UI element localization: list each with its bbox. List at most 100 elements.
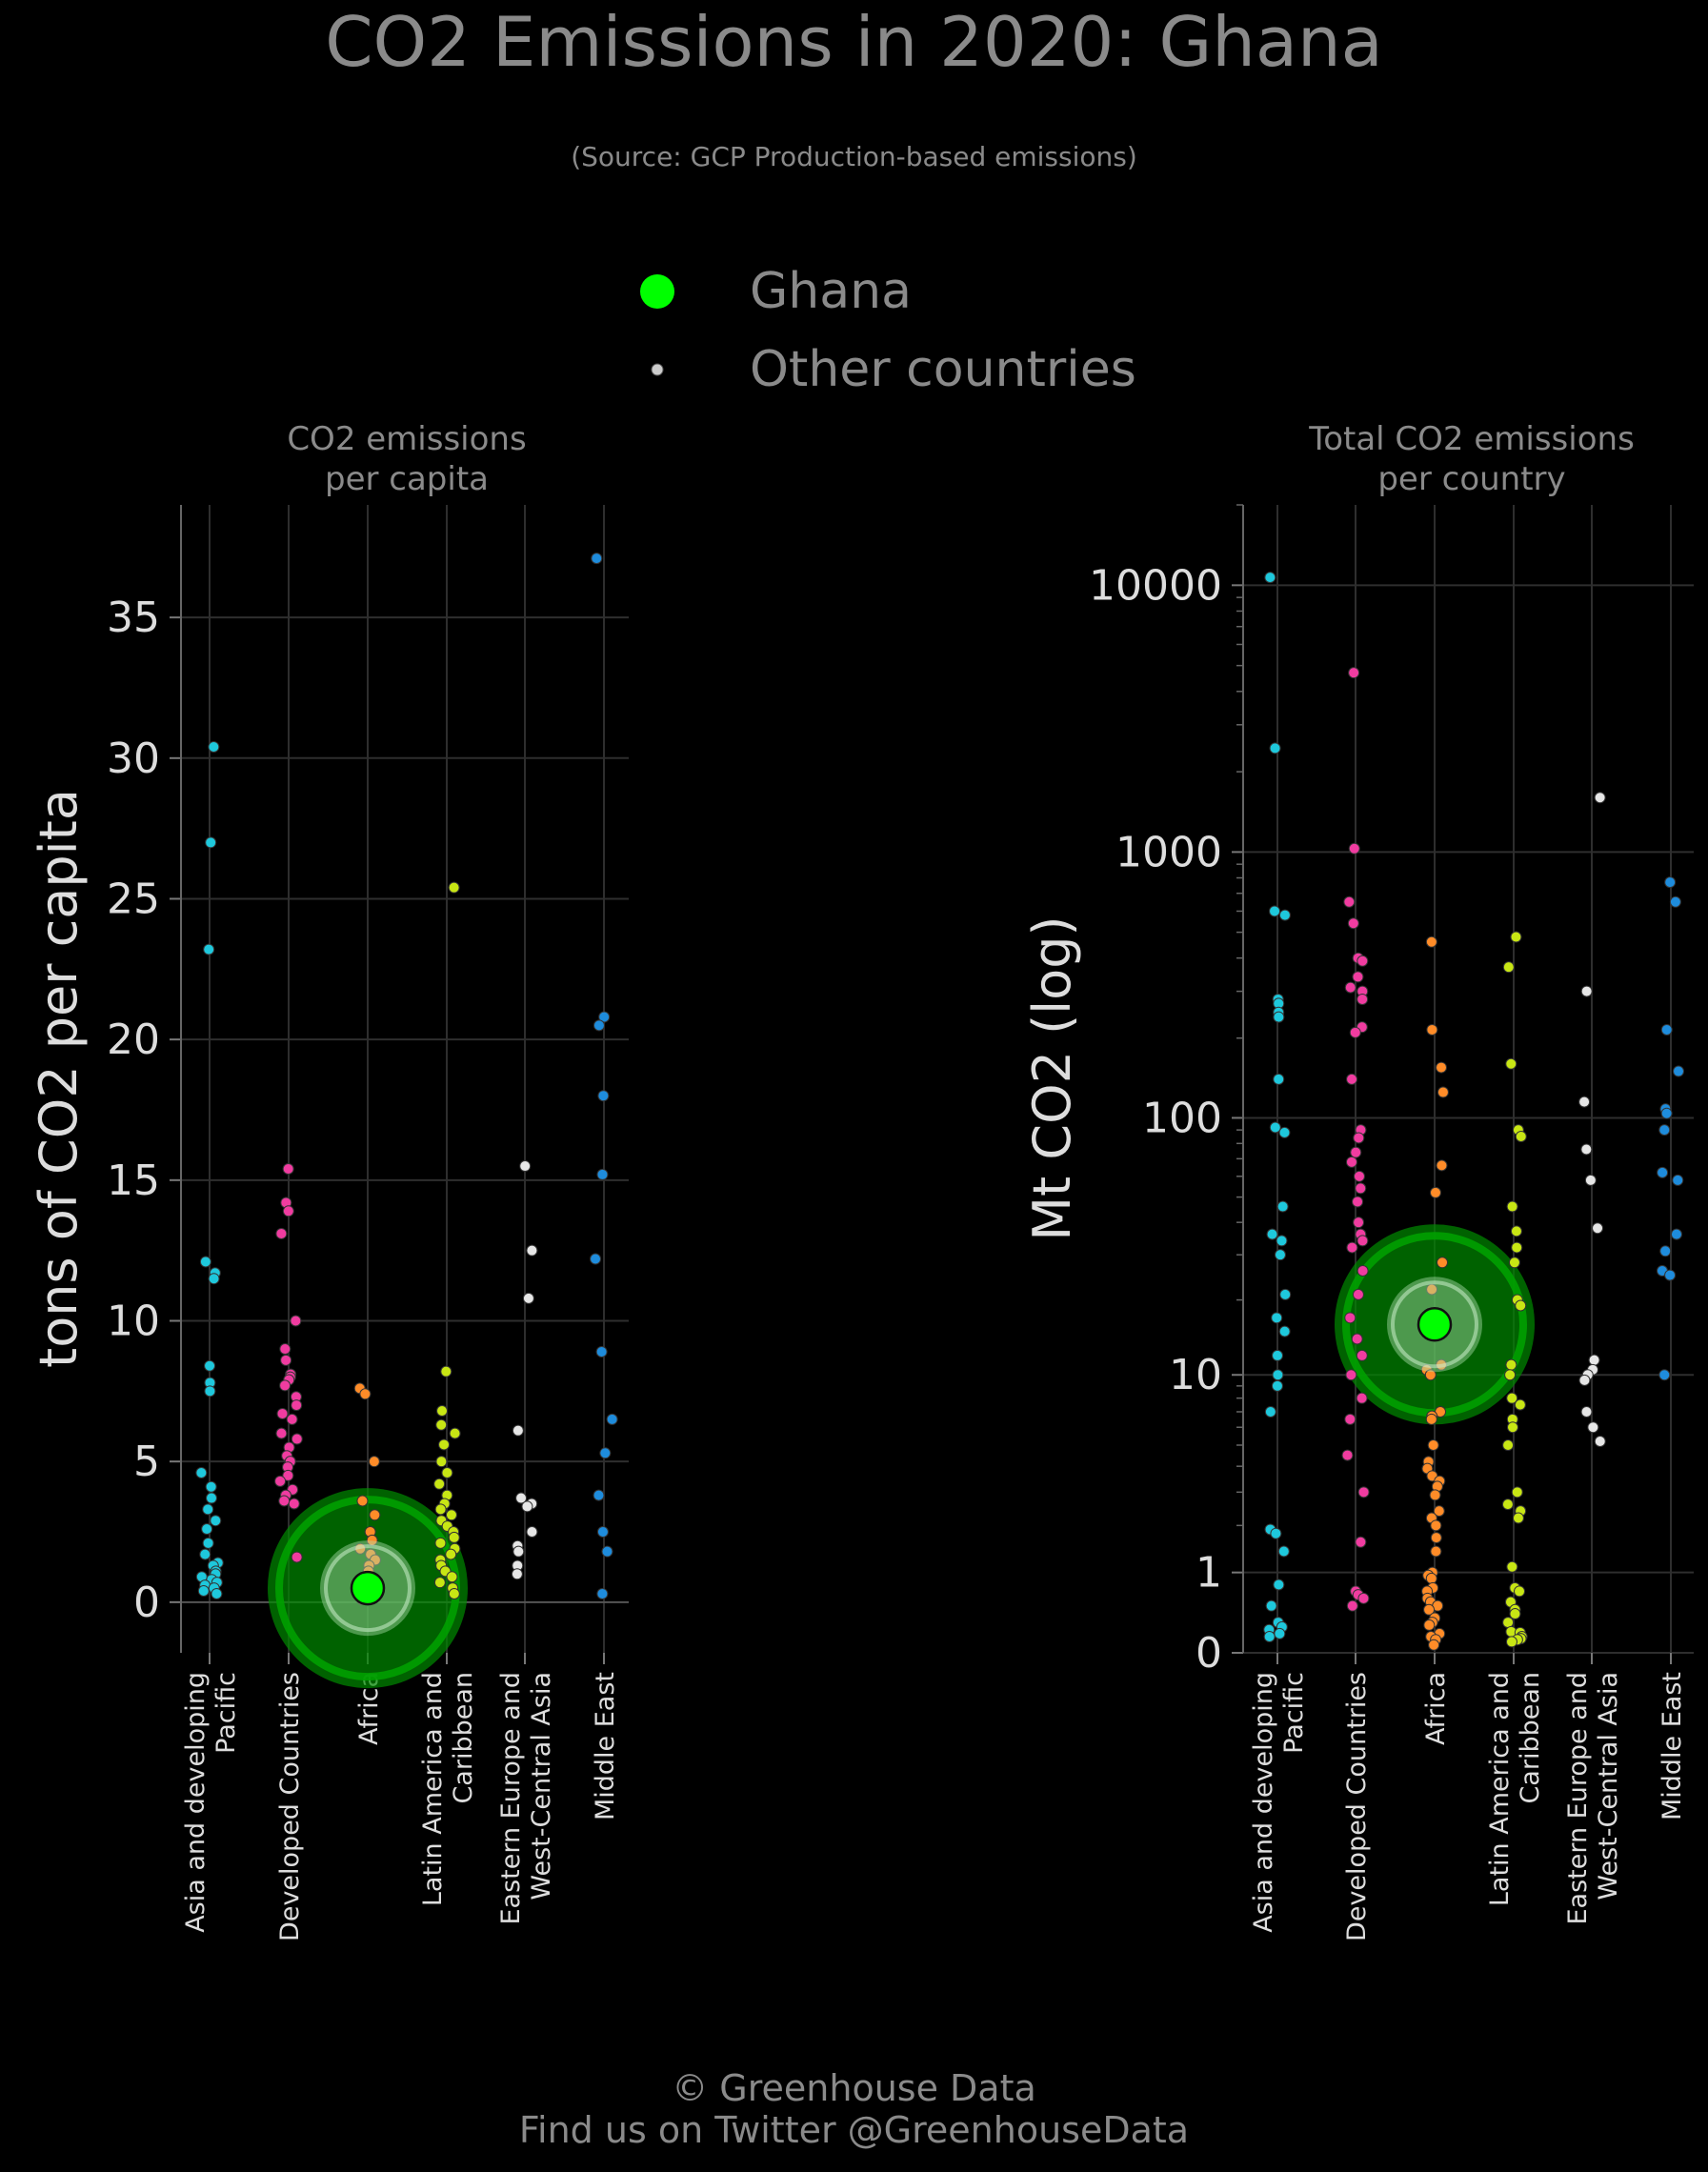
panel2-point-latin-america-and-caribbean-21 <box>1512 1512 1524 1524</box>
panel2-xtick-label-middle-east: Middle East <box>1658 1672 1687 1820</box>
panel2-point-middle-east-3 <box>1673 1065 1685 1077</box>
panel2-point-latin-america-and-caribbean-14 <box>1514 1398 1526 1411</box>
panel2-xtick-label-developed-countries: Developed Countries <box>1342 1672 1372 1941</box>
panel1-point-middle-east-1 <box>598 1011 611 1023</box>
panel2-point-eastern-europe-and-west-central-asia-4 <box>1584 1174 1597 1186</box>
panel1-point-latin-america-and-caribbean-2 <box>436 1405 449 1418</box>
panel2-point-asia-and-developing-pacific-12 <box>1266 1228 1278 1240</box>
panel2-ytick-label-3: 100 <box>1142 1094 1222 1142</box>
panel1-ytick-label-7: 35 <box>107 593 160 642</box>
panel1-point-developed-countries-22 <box>274 1475 287 1487</box>
legend-ghana-marker <box>640 274 674 309</box>
panel1-point-developed-countries-2 <box>282 1205 294 1217</box>
legend-ghana-label: Ghana <box>750 263 912 320</box>
panel2-point-middle-east-12 <box>1664 1269 1677 1281</box>
panel1-point-asia-and-developing-pacific-1 <box>205 836 217 849</box>
panel1-point-developed-countries-16 <box>291 1433 303 1445</box>
panel1-point-middle-east-9 <box>593 1489 605 1501</box>
panel2-point-africa-14 <box>1427 1438 1439 1451</box>
panel2-ytick-label-1: 1 <box>1196 1549 1222 1598</box>
panel1-point-asia-and-developing-pacific-26 <box>197 1585 210 1598</box>
panel2-point-africa-28 <box>1425 1572 1437 1584</box>
panel1-ytick-label-2: 10 <box>107 1297 160 1345</box>
panel2-point-eastern-europe-and-west-central-asia-2 <box>1578 1096 1591 1108</box>
panel1-point-latin-america-and-caribbean-0 <box>448 881 460 894</box>
panel1-point-middle-east-10 <box>596 1526 609 1538</box>
panel2-point-africa-41 <box>1428 1639 1440 1651</box>
panel1-point-africa-3 <box>356 1495 369 1507</box>
panel1-point-developed-countries-26 <box>288 1498 300 1510</box>
panel2-point-africa-23 <box>1430 1519 1442 1532</box>
panel2-point-africa-20 <box>1429 1489 1441 1501</box>
panel2-point-latin-america-and-caribbean-1 <box>1502 961 1515 974</box>
panel1-point-developed-countries-21 <box>282 1469 294 1481</box>
panel1-point-latin-america-and-caribbean-1 <box>440 1365 452 1378</box>
panel1-point-eastern-europe-and-west-central-asia-11 <box>511 1568 523 1580</box>
panel2-point-africa-34 <box>1423 1603 1436 1616</box>
panel1-point-latin-america-and-caribbean-24 <box>433 1577 446 1589</box>
panel2-point-developed-countries-24 <box>1356 1264 1369 1277</box>
panel1-point-developed-countries-4 <box>290 1315 302 1327</box>
panel2-point-developed-countries-27 <box>1351 1333 1363 1345</box>
panel2-point-middle-east-9 <box>1670 1228 1682 1240</box>
panel1-point-latin-america-and-caribbean-5 <box>438 1438 451 1451</box>
panel1-point-asia-and-developing-pacific-15 <box>202 1537 214 1549</box>
legend-other-label: Other countries <box>750 341 1136 398</box>
panel1-point-latin-america-and-caribbean-12 <box>445 1509 457 1521</box>
panel2-point-asia-and-developing-pacific-17 <box>1278 1325 1291 1337</box>
panel2-point-asia-and-developing-pacific-14 <box>1274 1249 1286 1261</box>
panel2-point-eastern-europe-and-west-central-asia-0 <box>1594 792 1606 804</box>
panel2-point-developed-countries-15 <box>1350 1146 1362 1158</box>
panel2-point-eastern-europe-and-west-central-asia-10 <box>1580 1405 1593 1418</box>
panel1-point-asia-and-developing-pacific-27 <box>211 1587 223 1599</box>
panel1-point-middle-east-0 <box>591 553 603 565</box>
panel1-point-eastern-europe-and-west-central-asia-9 <box>512 1545 525 1558</box>
panel2-point-asia-and-developing-pacific-21 <box>1264 1405 1276 1418</box>
panel1-ytick-label-5: 25 <box>107 875 160 923</box>
panel1-point-asia-and-developing-pacific-14 <box>201 1523 213 1536</box>
panel1-xtick-label-middle-east: Middle East <box>591 1672 620 1820</box>
panel1-point-developed-countries-5 <box>279 1343 291 1356</box>
panel2-point-latin-america-and-caribbean-24 <box>1514 1585 1526 1598</box>
panel1-point-middle-east-12 <box>596 1587 609 1599</box>
panel2-title-line-1: per country <box>1377 460 1565 498</box>
panel1-title-line-1: per capita <box>325 460 489 498</box>
panel2-point-africa-37 <box>1423 1619 1436 1631</box>
panel1-point-latin-america-and-caribbean-16 <box>448 1531 460 1543</box>
panel2-point-middle-east-0 <box>1664 876 1677 889</box>
panel1-point-asia-and-developing-pacific-2 <box>203 943 215 955</box>
panel2-point-developed-countries-22 <box>1356 1235 1369 1247</box>
panel2-point-developed-countries-30 <box>1356 1392 1368 1404</box>
panel2-point-developed-countries-34 <box>1355 1536 1367 1548</box>
panel2-point-developed-countries-18 <box>1355 1182 1367 1195</box>
panel2-point-asia-and-developing-pacific-1 <box>1269 742 1281 754</box>
panel1-point-developed-countries-13 <box>276 1407 289 1419</box>
panel1-point-asia-and-developing-pacific-6 <box>204 1359 216 1372</box>
panel2-point-latin-america-and-caribbean-5 <box>1506 1200 1518 1213</box>
panel2-ytick-label-2: 10 <box>1169 1351 1222 1399</box>
panel1-point-eastern-europe-and-west-central-asia-3 <box>512 1424 524 1437</box>
panel2-point-developed-countries-0 <box>1348 667 1360 679</box>
panel2-point-africa-2 <box>1436 1061 1448 1074</box>
panel2-point-latin-america-and-caribbean-18 <box>1511 1486 1523 1498</box>
panel2-xtick-label-eastern-europe-and-west-central-asia: Eastern Europe andWest-Central Asia <box>1563 1672 1623 1925</box>
panel1-point-middle-east-8 <box>599 1447 612 1459</box>
panel2-point-asia-and-developing-pacific-3 <box>1278 909 1291 921</box>
panel2-point-developed-countries-2 <box>1343 895 1356 908</box>
panel2-point-asia-and-developing-pacific-25 <box>1273 1579 1285 1591</box>
panel2-ytick-label-0: 0 <box>1196 1629 1222 1678</box>
panel2-point-asia-and-developing-pacific-7 <box>1273 1011 1285 1023</box>
panel2-point-developed-countries-20 <box>1353 1217 1365 1229</box>
panel2-point-developed-countries-19 <box>1352 1196 1364 1208</box>
panel2-point-eastern-europe-and-west-central-asia-3 <box>1580 1143 1593 1156</box>
panel1-xtick-label-asia-and-developing-pacific: Asia and developingPacific <box>181 1672 241 1933</box>
footer-credit: © Greenhouse Data <box>672 2067 1036 2109</box>
panel2-point-developed-countries-32 <box>1341 1449 1354 1461</box>
panel2-point-asia-and-developing-pacific-26 <box>1265 1599 1277 1612</box>
panel2-point-asia-and-developing-pacific-9 <box>1269 1121 1281 1134</box>
panel1-point-middle-east-2 <box>593 1019 605 1032</box>
chart-title: CO2 Emissions in 2020: Ghana <box>325 2 1383 82</box>
panel2-point-latin-america-and-caribbean-12 <box>1504 1369 1517 1381</box>
panel2-point-asia-and-developing-pacific-16 <box>1271 1312 1283 1324</box>
panel2-point-eastern-europe-and-west-central-asia-6 <box>1588 1354 1600 1366</box>
